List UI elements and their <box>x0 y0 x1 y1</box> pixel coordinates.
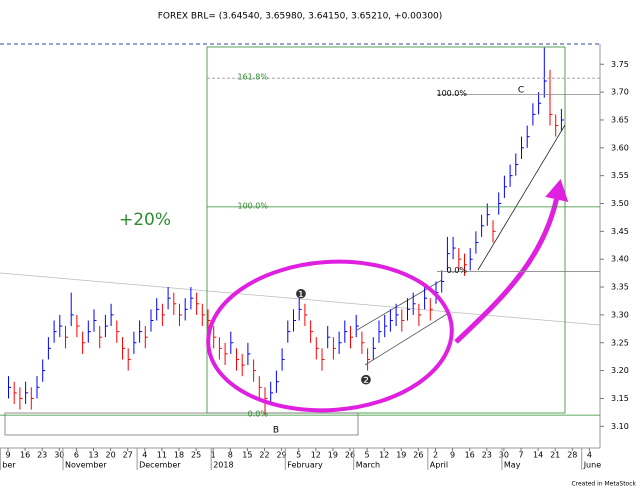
month-label: April <box>430 461 448 470</box>
month-label: February <box>287 461 323 470</box>
y-tick-label: 3.75 <box>611 60 629 69</box>
range-box <box>4 412 359 436</box>
x-tick-label: 23 <box>37 451 47 460</box>
x-tick-label: 30 <box>499 451 509 460</box>
arrow <box>454 191 561 344</box>
month-label: ber <box>2 461 16 470</box>
channel-line <box>364 313 448 366</box>
y-tick-label: 3.10 <box>611 422 629 431</box>
y-tick-label: 3.50 <box>611 199 629 208</box>
x-tick-label: 23 <box>482 451 492 460</box>
x-tick-label: 12 <box>311 451 321 460</box>
month-label: 2018 <box>213 461 233 470</box>
x-tick-label: 16 <box>20 451 30 460</box>
y-tick-label: 3.35 <box>611 283 629 292</box>
x-tick-label: 21 <box>550 451 560 460</box>
y-tick-label: 3.20 <box>611 366 629 375</box>
x-tick-label: 4 <box>142 451 147 460</box>
y-tick-label: 3.25 <box>611 338 629 347</box>
arrow-head <box>545 179 569 203</box>
x-tick-label: 18 <box>174 451 184 460</box>
y-tick-label: 3.45 <box>611 227 629 236</box>
x-tick-label: 12 <box>379 451 389 460</box>
x-tick-label: 19 <box>328 451 338 460</box>
x-tick-label: 25 <box>191 451 201 460</box>
x-tick-label: 28 <box>567 451 577 460</box>
x-tick-label: 11 <box>157 451 167 460</box>
month-label: December <box>139 461 181 470</box>
x-tick-label: 19 <box>396 451 406 460</box>
highlight-ellipse <box>206 259 454 413</box>
x-tick-label: 7 <box>518 451 523 460</box>
y-tick-label: 3.40 <box>611 255 629 264</box>
x-tick-label: 9 <box>450 451 455 460</box>
fib-label: 100.0% <box>436 89 467 98</box>
x-tick-label: 13 <box>88 451 98 460</box>
x-tick-label: 26 <box>413 451 423 460</box>
y-tick-label: 3.30 <box>611 310 629 319</box>
month-label: June <box>583 461 602 470</box>
y-tick-label: 3.55 <box>611 171 629 180</box>
x-tick-label: 5 <box>296 451 301 460</box>
marker-label: ❶ <box>295 288 307 303</box>
fib-label: 100.0% <box>237 201 268 210</box>
x-tick-label: 20 <box>106 451 116 460</box>
y-tick-label: 3.15 <box>611 394 629 403</box>
marker-label: ❷ <box>360 374 372 389</box>
support-line <box>477 124 566 271</box>
x-tick-label: 2 <box>433 451 438 460</box>
fib-box <box>206 46 566 414</box>
month-label: March <box>356 461 380 470</box>
price-bars <box>8 47 564 416</box>
x-tick-label: 14 <box>533 451 543 460</box>
trend-line <box>0 272 601 326</box>
x-tick-label: 9 <box>5 451 10 460</box>
x-tick-label: 8 <box>228 451 233 460</box>
x-tick-label: 4 <box>587 451 592 460</box>
x-tick-label: 1 <box>211 451 216 460</box>
fib-label: 0.0% <box>447 266 468 275</box>
x-tick-label: 15 <box>242 451 252 460</box>
y-tick-label: 3.70 <box>611 88 629 97</box>
x-tick-label: 27 <box>123 451 133 460</box>
chart-title: FOREX BRL= (3.64540, 3.65980, 3.64150, 3… <box>158 12 443 22</box>
wave-label: B <box>273 426 279 436</box>
gain-note: +20% <box>119 210 171 230</box>
wave-label: C <box>518 86 524 96</box>
x-tick-label: 6 <box>74 451 79 460</box>
month-label: November <box>65 461 107 470</box>
x-tick-label: 16 <box>465 451 475 460</box>
x-tick-label: 22 <box>259 451 269 460</box>
y-tick-label: 3.60 <box>611 143 629 152</box>
month-label: May <box>504 461 521 470</box>
x-tick-label: 29 <box>277 451 287 460</box>
y-tick-label: 3.65 <box>611 115 629 124</box>
x-tick-label: 26 <box>345 451 355 460</box>
x-tick-label: 5 <box>365 451 370 460</box>
x-tick-label: 30 <box>54 451 64 460</box>
credit: Created in MetaStock <box>571 481 636 488</box>
fib-label: 0.0% <box>248 410 269 419</box>
fib-label: 161.8% <box>237 73 268 82</box>
